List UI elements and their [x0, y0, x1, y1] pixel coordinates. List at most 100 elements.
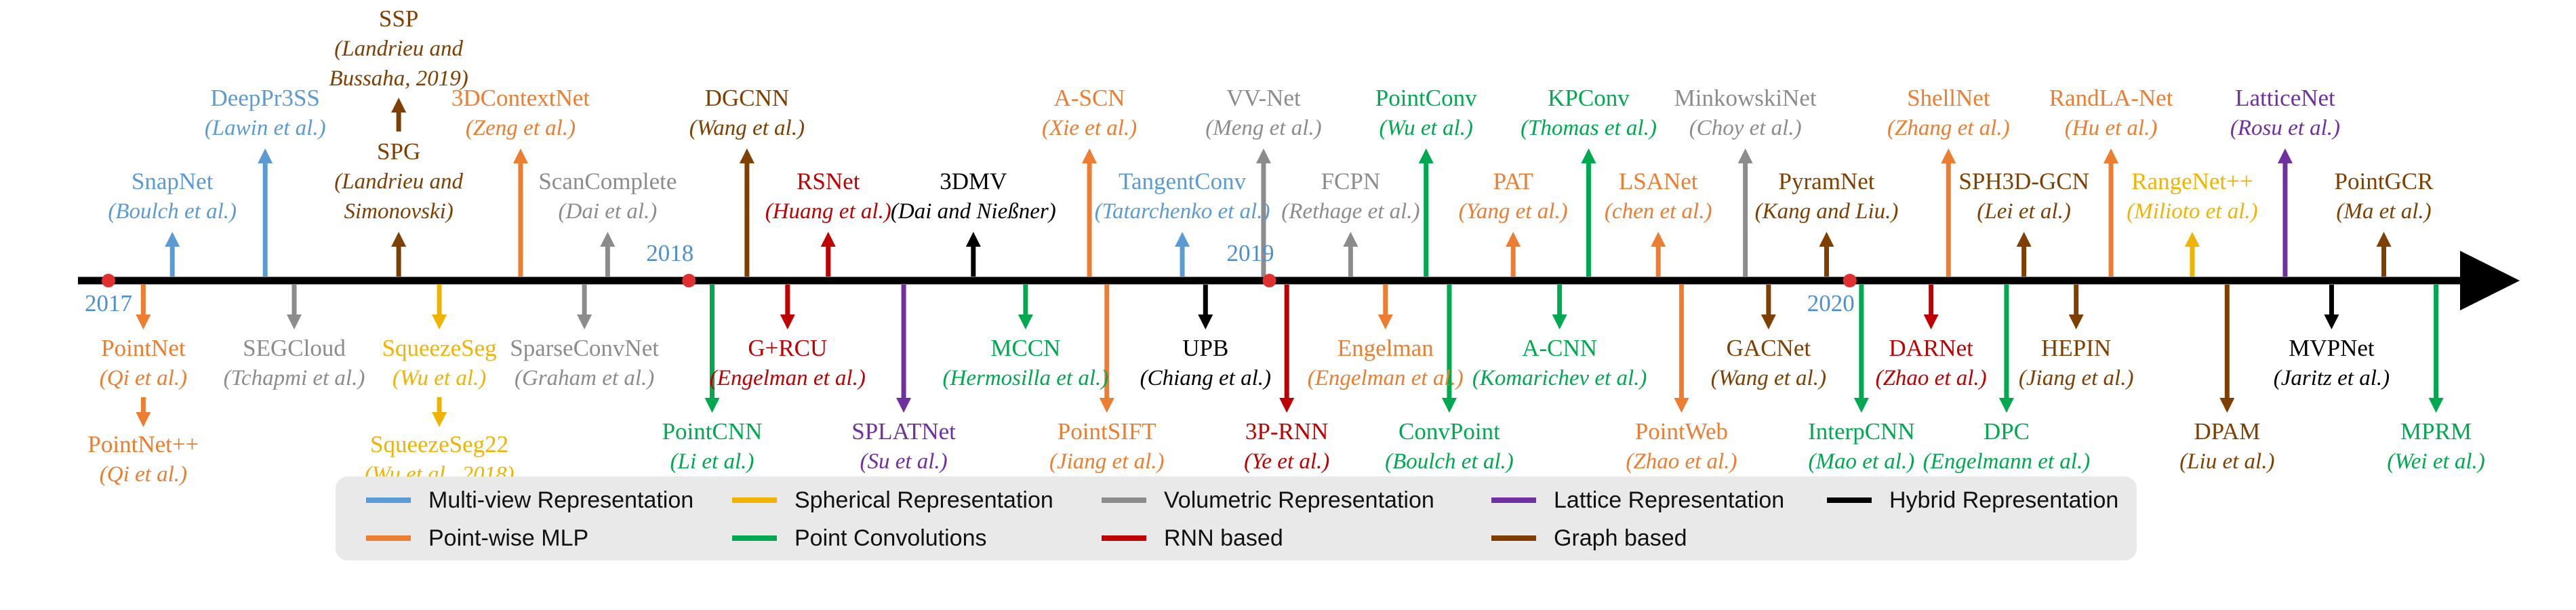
method-authors: (Graham et al.): [515, 366, 655, 390]
arrow-head-randla-net: [2104, 148, 2119, 163]
legend-item-graph-based: Graph based: [1491, 518, 1687, 558]
method-label-deeppr3ss: DeepPr3SS (Lawin et al.): [205, 83, 326, 143]
method-name: DGCNN: [704, 85, 790, 111]
arrow-head-pyramnet: [1819, 232, 1834, 247]
method-authors: (Hermosilla et al.): [942, 366, 1109, 390]
method-authors: (Jaritz et al.): [2273, 366, 2390, 390]
legend-swatch: [366, 535, 411, 541]
method-label-pointgcr: PointGCR (Ma et al.): [2335, 167, 2434, 226]
legend: Multi-view Representation Spherical Repre…: [336, 476, 2137, 561]
method-label-mccn: MCCN (Hermosilla et al.): [943, 333, 1109, 393]
arrow-head-snapnet: [165, 232, 180, 247]
legend-swatch: [1102, 497, 1146, 503]
method-authors: (Zhao et al.): [1875, 366, 1987, 390]
method-name: ScanComplete: [538, 168, 677, 195]
arrow-head-3dcontextnet: [512, 148, 528, 163]
method-label-pointsift: PointSIFT (Jiang et al.): [1049, 417, 1165, 476]
method-authors: (Wei et al.): [2387, 449, 2485, 474]
method-authors: (Boulch et al.): [108, 199, 237, 224]
arrow-head-dpam: [2219, 398, 2235, 413]
arrow-head-pointcnn: [704, 398, 720, 413]
method-authors: (Mao et al.): [1808, 449, 1915, 474]
legend-item-spherical-representation: Spherical Representation: [732, 481, 1053, 520]
method-name: KPConv: [1548, 85, 1630, 111]
arrow-head-rangenet: [2184, 232, 2200, 247]
arrow-head-mprm: [2428, 398, 2444, 413]
method-label-vv-net: VV-Net (Meng et al.): [1205, 83, 1321, 143]
method-label-upb: UPB (Chiang et al.): [1140, 333, 1271, 393]
method-name: SPG: [377, 138, 421, 165]
method-authors: (Rosu et al.): [2230, 116, 2341, 140]
method-authors: (Wu et al.): [1379, 116, 1473, 140]
method-name: FCPN: [1321, 168, 1381, 195]
method-name: PointNet: [101, 335, 186, 361]
method-authors: (Zhao et al.): [1626, 449, 1737, 474]
method-label-dgcnn: DGCNN (Wang et al.): [689, 83, 805, 143]
method-name: SSP: [378, 5, 419, 32]
legend-item-hybrid-representation: Hybrid Representation: [1827, 481, 2118, 520]
method-name: TangentConv: [1119, 168, 1247, 195]
year-label-2018: 2018: [646, 240, 694, 266]
method-label-mvpnet: MVPNet (Jaritz et al.): [2274, 333, 2390, 393]
method-name: SPLATNet: [851, 418, 956, 445]
legend-label: Spherical Representation: [794, 487, 1053, 513]
method-name: DARNet: [1889, 335, 1973, 361]
year-label-2017: 2017: [85, 290, 132, 317]
method-label-pointnet: PointNet++ (Qi et al.): [87, 430, 199, 489]
method-label-lsanet: LSANet (chen et al.): [1605, 167, 1712, 226]
method-label-scancomplete: ScanComplete (Dai et al.): [538, 167, 677, 226]
method-label-spg: SPG (Landrieu and Simonovski): [314, 137, 483, 226]
year-marker-2019: [1262, 274, 1276, 287]
arrow-head-interpcnn: [1853, 398, 1869, 413]
method-name: PointNet++: [87, 431, 199, 458]
arrow-head-deeppr3ss: [258, 148, 273, 163]
method-label-3dcontextnet: 3DContextNet (Zeng et al.): [451, 83, 590, 143]
year-label-2020: 2020: [1807, 290, 1855, 317]
legend-label: Multi-view Representation: [428, 487, 694, 513]
method-label-engelman: Engelman (Engelman et al.): [1308, 333, 1464, 393]
method-authors: (Milioto et al.): [2127, 199, 2258, 224]
arrow-head-splatnet: [896, 398, 912, 413]
method-name: PointWeb: [1634, 418, 1729, 445]
method-name: HEPIN: [2041, 335, 2112, 361]
method-name: PointSIFT: [1057, 418, 1156, 445]
method-label-dpam: DPAM (Liu et al.): [2179, 417, 2274, 476]
arrow-head-hepin: [2068, 314, 2084, 329]
method-name: PyramNet: [1778, 168, 1875, 195]
method-authors: (Dai and Nießner): [890, 199, 1056, 224]
method-name: RangeNet++: [2131, 168, 2253, 195]
legend-label: Lattice Representation: [1554, 487, 1785, 513]
method-authors: (Wang et al.): [689, 116, 805, 140]
method-label-a-cnn: A-CNN (Komarichev et al.): [1472, 333, 1647, 393]
arrow-head-mccn: [1018, 314, 1033, 329]
method-name: DPAM: [2194, 418, 2261, 445]
arrow-head-mvpnet: [2324, 314, 2339, 329]
method-name: PointConv: [1375, 85, 1477, 111]
legend-swatch: [732, 497, 777, 503]
method-authors: (Chiang et al.): [1140, 366, 1272, 390]
method-label-g-rcu: G+RCU (Engelman et al.): [710, 333, 866, 393]
legend-item-point-convolutions: Point Convolutions: [732, 518, 987, 558]
method-name: SparseConvNet: [510, 335, 659, 361]
arrow-head-pat: [1506, 232, 1521, 247]
method-label-darnet: DARNet (Zhao et al.): [1876, 333, 1987, 393]
method-name: SqueezeSeg: [382, 335, 497, 361]
method-name: LatticeNet: [2235, 85, 2335, 111]
legend-item-lattice-representation: Lattice Representation: [1491, 481, 1784, 520]
method-label-tangentconv: TangentConv (Tatarchenko et al.): [1095, 167, 1270, 226]
arrow-head-segcloud: [287, 314, 302, 329]
arrow-head-kpconv: [1581, 148, 1596, 163]
arrow-head-dgcnn: [739, 148, 754, 163]
method-authors: (Jiang et al.): [2018, 366, 2134, 390]
method-name: RSNet: [797, 168, 860, 195]
arrow-head-squeezeseg: [432, 314, 447, 329]
method-label-minkowskinet: MinkowskiNet (Choy et al.): [1674, 83, 1817, 143]
method-name: A-SCN: [1053, 85, 1125, 111]
legend-swatch: [1102, 535, 1146, 541]
method-authors: (Rethage et al.): [1281, 199, 1420, 224]
arrow-head-ssp: [391, 98, 407, 113]
method-name: G+RCU: [748, 335, 828, 361]
method-label-ssp: SSP (Landrieu and Bussaha, 2019): [314, 4, 483, 94]
legend-label: Point Convolutions: [794, 525, 987, 551]
method-authors: (Engelman et al.): [1307, 366, 1464, 390]
